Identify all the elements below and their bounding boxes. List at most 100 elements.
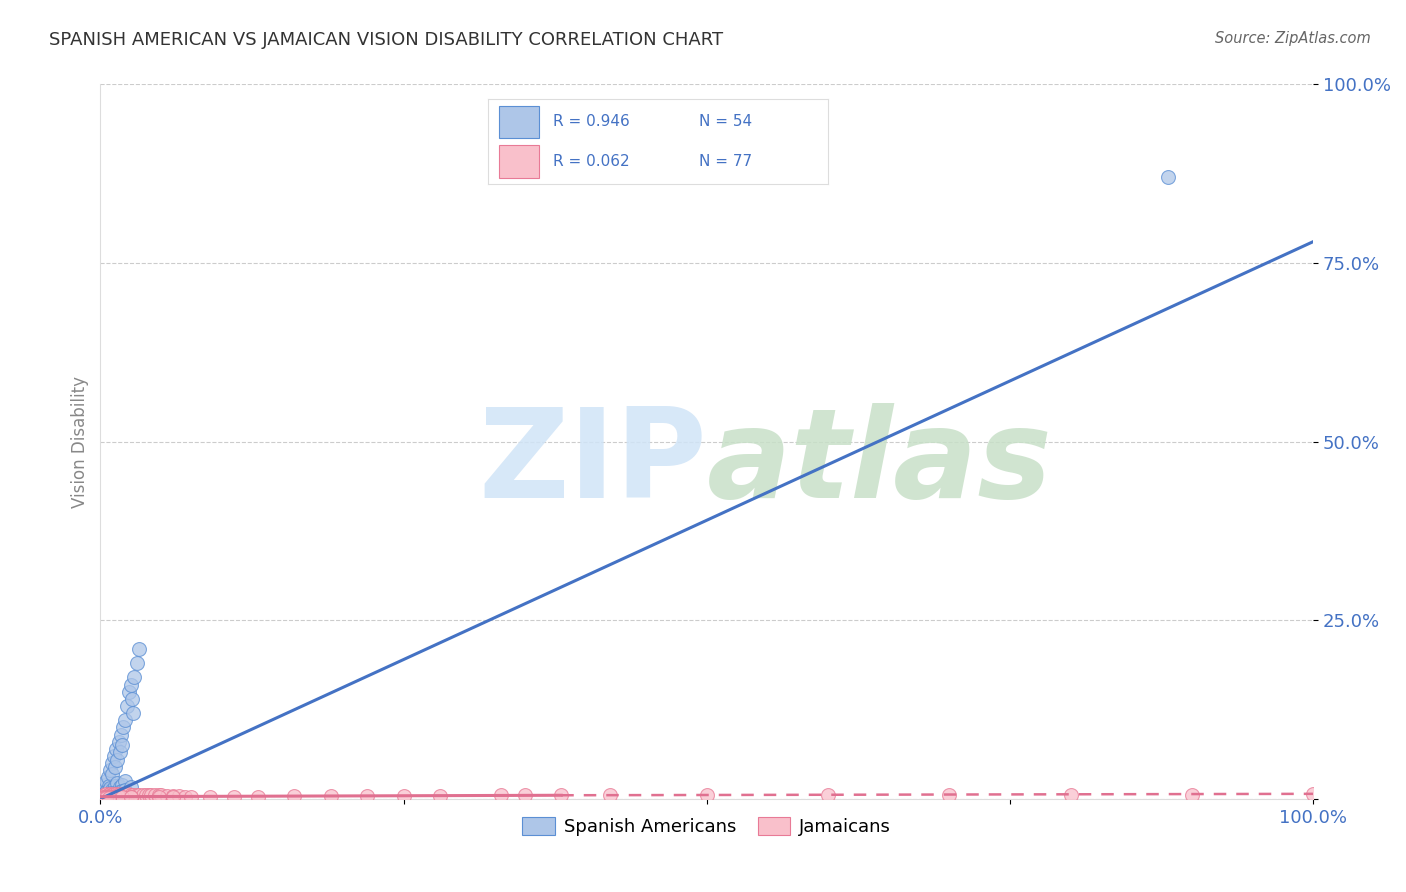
Point bbox=[150, 789, 173, 803]
Point bbox=[817, 788, 839, 802]
Point bbox=[93, 791, 115, 805]
Text: Source: ZipAtlas.com: Source: ZipAtlas.com bbox=[1215, 31, 1371, 46]
Point bbox=[104, 760, 127, 774]
Point bbox=[148, 789, 170, 803]
Point bbox=[96, 789, 118, 803]
Point bbox=[120, 789, 142, 803]
Point bbox=[1302, 787, 1324, 801]
Point bbox=[162, 789, 184, 803]
Point bbox=[180, 789, 202, 804]
Point bbox=[97, 779, 120, 793]
Point bbox=[120, 780, 142, 795]
Point bbox=[111, 778, 134, 792]
Point bbox=[104, 789, 127, 804]
Point bbox=[105, 789, 128, 803]
Point bbox=[162, 789, 184, 804]
Point bbox=[93, 789, 115, 804]
Point bbox=[97, 789, 120, 804]
Point bbox=[1181, 788, 1204, 802]
Point bbox=[143, 789, 166, 803]
Point bbox=[107, 789, 129, 804]
Point bbox=[107, 734, 129, 748]
Point bbox=[101, 788, 124, 802]
Point bbox=[108, 745, 131, 759]
Point bbox=[429, 789, 451, 803]
Point bbox=[599, 788, 621, 802]
Point bbox=[128, 641, 150, 656]
Point bbox=[319, 789, 342, 803]
Point bbox=[167, 789, 190, 803]
Point bbox=[101, 756, 124, 771]
Point bbox=[96, 774, 118, 789]
Point bbox=[938, 788, 960, 802]
Y-axis label: Vision Disability: Vision Disability bbox=[72, 376, 89, 508]
Point bbox=[105, 776, 128, 790]
Legend: Spanish Americans, Jamaicans: Spanish Americans, Jamaicans bbox=[515, 810, 898, 844]
Point bbox=[93, 789, 115, 803]
Point bbox=[122, 706, 145, 720]
Point bbox=[100, 783, 122, 797]
Point bbox=[100, 785, 122, 799]
Point bbox=[101, 767, 124, 781]
Point bbox=[198, 789, 221, 804]
Point bbox=[112, 720, 135, 734]
Point bbox=[114, 713, 136, 727]
Point bbox=[222, 789, 245, 804]
Point bbox=[110, 789, 132, 803]
Point bbox=[97, 788, 120, 802]
Point bbox=[105, 753, 128, 767]
Point bbox=[100, 786, 122, 800]
Point bbox=[125, 656, 148, 670]
Point bbox=[107, 785, 129, 799]
Point bbox=[97, 788, 120, 802]
Point bbox=[105, 787, 128, 801]
Point bbox=[97, 783, 120, 797]
Point bbox=[105, 741, 128, 756]
Point bbox=[104, 788, 127, 802]
Text: atlas: atlas bbox=[707, 402, 1053, 524]
Point bbox=[97, 788, 120, 802]
Point bbox=[97, 791, 120, 805]
Point bbox=[100, 789, 122, 803]
Point bbox=[156, 789, 179, 803]
Point bbox=[122, 788, 145, 802]
Point bbox=[98, 787, 121, 801]
Point bbox=[94, 786, 117, 800]
Point bbox=[141, 788, 163, 802]
Point bbox=[96, 785, 118, 799]
Point bbox=[1060, 788, 1083, 802]
Point bbox=[120, 677, 142, 691]
Point bbox=[94, 788, 117, 802]
Point bbox=[135, 788, 157, 802]
Point bbox=[138, 789, 160, 803]
Point bbox=[103, 789, 125, 803]
Point bbox=[118, 684, 141, 698]
Point bbox=[696, 788, 718, 802]
Point bbox=[97, 789, 120, 803]
Point bbox=[128, 788, 150, 802]
Point bbox=[107, 788, 129, 802]
Point bbox=[93, 785, 115, 799]
Point bbox=[114, 789, 136, 803]
Point bbox=[111, 788, 134, 802]
Point bbox=[100, 790, 122, 805]
Point bbox=[111, 738, 134, 752]
Point bbox=[125, 789, 148, 803]
Point bbox=[108, 780, 131, 795]
Point bbox=[132, 789, 155, 803]
Point bbox=[513, 789, 536, 803]
Point bbox=[114, 782, 136, 797]
Point bbox=[108, 787, 131, 801]
Point bbox=[283, 789, 305, 803]
Point bbox=[112, 787, 135, 801]
Point bbox=[93, 790, 115, 805]
Point bbox=[104, 779, 127, 793]
Point bbox=[94, 778, 117, 792]
Point bbox=[114, 788, 136, 802]
Point bbox=[96, 789, 118, 803]
Point bbox=[111, 789, 134, 804]
Point bbox=[98, 781, 121, 796]
Point bbox=[93, 789, 115, 804]
Point bbox=[550, 788, 572, 802]
Point bbox=[96, 790, 118, 805]
